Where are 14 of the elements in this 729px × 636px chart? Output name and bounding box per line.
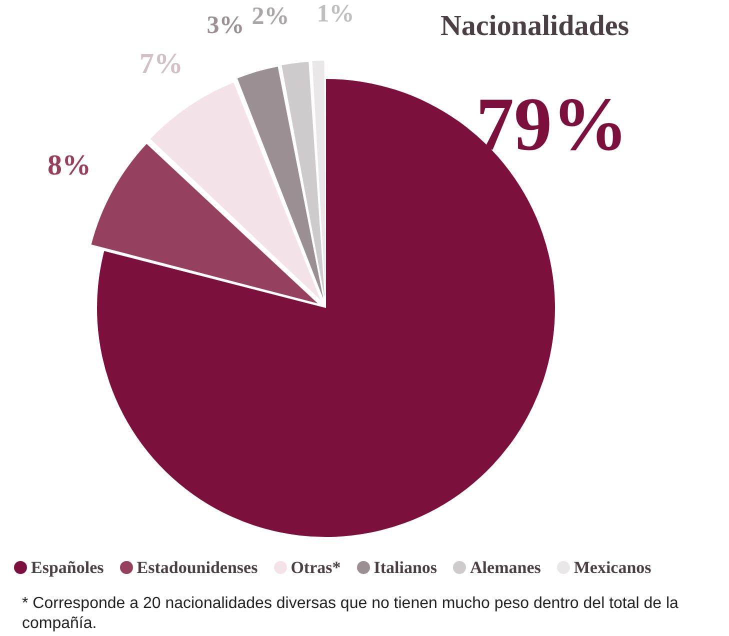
data-label: 1%: [316, 0, 354, 28]
data-label: 79%: [476, 82, 628, 167]
legend-label: Otras*: [290, 558, 341, 578]
legend-label: Estadounidenses: [136, 558, 258, 578]
legend-label: Españoles: [30, 558, 104, 578]
legend-label: Mexicanos: [572, 558, 652, 578]
legend-label: Italianos: [372, 558, 438, 578]
data-label: 8%: [47, 149, 91, 182]
data-label: 2%: [252, 2, 290, 30]
data-label: 7%: [140, 48, 184, 80]
chart-title: Nacionalidades: [440, 10, 629, 43]
data-label: 3%: [206, 12, 244, 40]
text: * Corresponde a 20 nacionalidades diversas que no tienen mucho peso dentro del total de la compañía.: [22, 594, 680, 634]
legend-label: Alemanes: [469, 558, 541, 578]
